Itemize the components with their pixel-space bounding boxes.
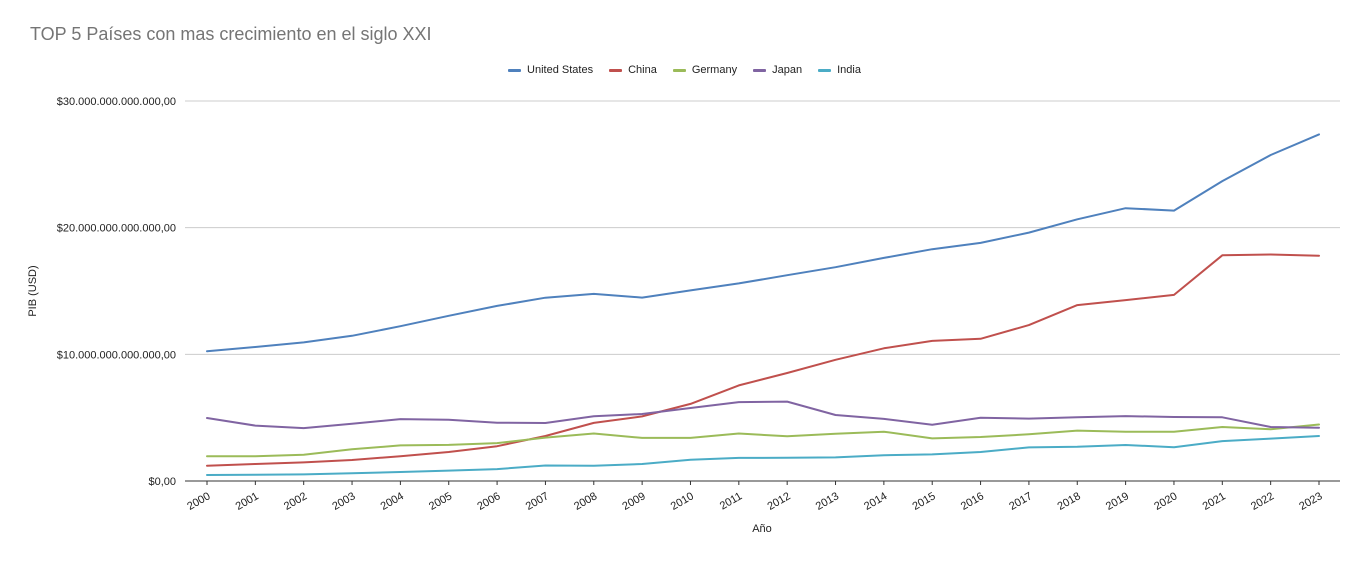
- gridlines: [185, 100, 1340, 482]
- legend-label: Japan: [772, 64, 803, 76]
- series-line-japan[interactable]: [206, 400, 1320, 430]
- series-line-india[interactable]: [206, 435, 1320, 476]
- legend-swatch: [818, 68, 832, 72]
- series-lines: [206, 133, 1320, 476]
- x-tick-label: 2006: [475, 490, 502, 513]
- x-tick-label: 2010: [669, 490, 696, 513]
- legend-item-germany[interactable]: Germany: [672, 64, 738, 76]
- legend-item-china[interactable]: China: [609, 64, 657, 76]
- y-axis-title: PIB (USD): [27, 265, 39, 316]
- x-tick-label: 2021: [1201, 490, 1228, 513]
- x-tick-label: 2004: [379, 490, 406, 513]
- y-tick-label: $20.000.000.000.000,00: [57, 223, 176, 235]
- x-tick-label: 2022: [1249, 490, 1276, 513]
- y-tick-label: $0,00: [148, 476, 176, 488]
- x-tick-label: 2001: [234, 490, 261, 513]
- x-tick-label: 2019: [1104, 490, 1131, 513]
- y-axis: $0,00 $10.000.000.000.000,00 $20.000.000.0…: [57, 96, 176, 488]
- legend-swatch: [609, 68, 623, 72]
- legend-swatch: [753, 68, 767, 72]
- x-tick-label: 2002: [282, 490, 309, 513]
- x-tick-label: 2020: [1152, 490, 1179, 513]
- y-tick-label: $10.000.000.000.000,00: [57, 349, 176, 361]
- legend-item-japan[interactable]: Japan: [753, 64, 802, 76]
- x-tick-label: 2014: [862, 490, 889, 513]
- x-tick-label: 2011: [718, 490, 744, 512]
- x-tick-label: 2009: [620, 490, 647, 513]
- legend-label: Germany: [691, 64, 738, 76]
- legend-item-india[interactable]: India: [818, 64, 861, 76]
- chart-title: TOP 5 Países con mas crecimiento en el s…: [30, 24, 432, 44]
- x-tick-label: 2003: [330, 490, 357, 513]
- x-tick-label: 2018: [1056, 490, 1083, 513]
- x-tick-label: 2000: [185, 490, 212, 513]
- legend-swatch: [672, 68, 686, 72]
- series-line-china[interactable]: [206, 253, 1320, 467]
- x-tick-label: 2005: [427, 490, 454, 513]
- x-tick-label: 2013: [814, 490, 841, 513]
- series-line-germany[interactable]: [206, 423, 1320, 458]
- x-tick-label: 2008: [572, 490, 599, 513]
- x-tick-label: 2017: [1007, 490, 1034, 513]
- x-tick-label: 2016: [959, 490, 986, 513]
- legend-item-united-states[interactable]: United States: [508, 64, 593, 76]
- legend-label: India: [837, 64, 861, 76]
- x-axis-title: Año: [752, 523, 772, 535]
- x-tick-label: 2015: [911, 490, 938, 513]
- legend-label: China: [628, 64, 657, 76]
- legend-swatch: [508, 68, 522, 72]
- x-tick-label: 2007: [524, 490, 551, 513]
- x-tick-label: 2023: [1297, 490, 1324, 513]
- legend-label: United States: [527, 64, 594, 76]
- x-tick-label: 2012: [765, 490, 792, 513]
- legend: United States China Germany Japan India: [0, 64, 1369, 76]
- y-tick-label: $30.000.000.000.000,00: [57, 96, 176, 108]
- x-axis: 2000 2001 2002 2003 2004 2005 2006 2007 2008 2009…: [185, 481, 1325, 513]
- series-line-united-states[interactable]: [206, 133, 1320, 353]
